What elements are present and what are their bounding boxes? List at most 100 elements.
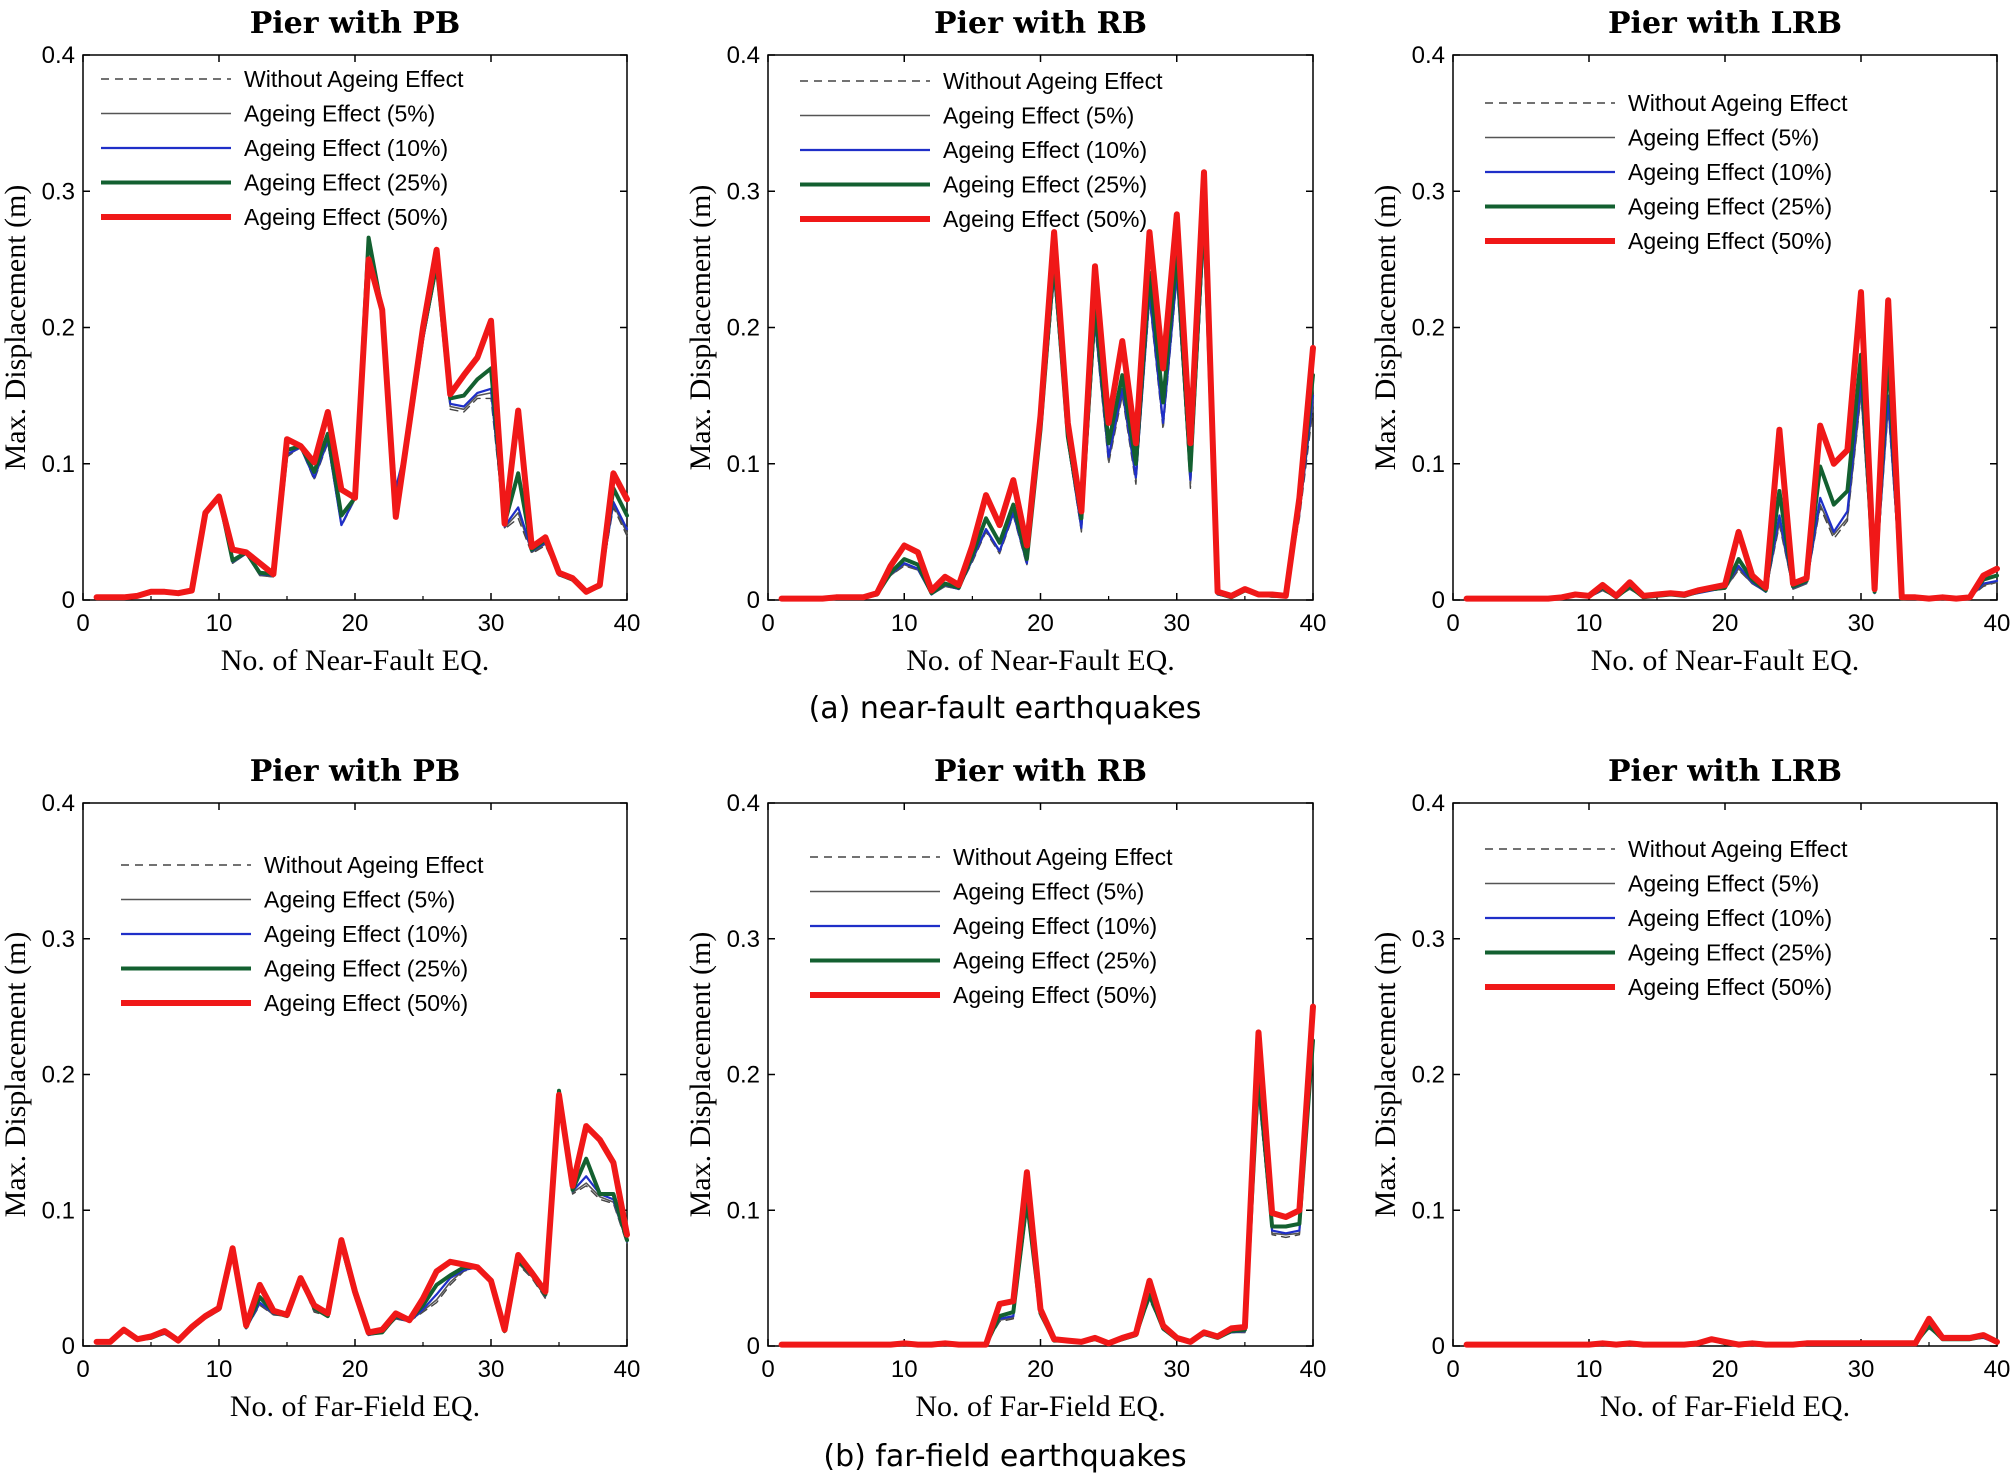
legend-label: Ageing Effect (25%)	[953, 948, 1157, 974]
x-tick-label: 40	[1984, 610, 2011, 637]
series-line-a50	[778, 1003, 1316, 1348]
y-tick-label: 0.2	[1412, 315, 1445, 342]
chart-title: Pier with LRB	[1608, 6, 1842, 41]
x-tick-label: 20	[1712, 1356, 1739, 1383]
chart-title: Pier with RB	[934, 754, 1147, 789]
legend-label: Ageing Effect (5%)	[264, 887, 455, 913]
y-axis-label: Max. Displacement (m)	[684, 185, 717, 471]
chart-title: Pier with PB	[250, 754, 461, 789]
legend-label: Ageing Effect (10%)	[943, 137, 1147, 163]
chart-title: Pier with PB	[250, 6, 461, 41]
y-tick-label: 0.3	[1412, 178, 1445, 205]
legend-label: Ageing Effect (10%)	[1628, 159, 1832, 185]
y-tick-label: 0.2	[727, 1062, 760, 1089]
x-tick-label: 40	[614, 1356, 641, 1383]
x-tick-label: 30	[1848, 1356, 1875, 1383]
x-tick-label: 0	[761, 1356, 774, 1383]
x-axis-label: No. of Near-Fault EQ.	[906, 644, 1175, 677]
y-tick-label: 0	[1432, 1333, 1445, 1360]
legend-label: Without Ageing Effect	[1628, 90, 1848, 116]
x-tick-label: 10	[206, 610, 233, 637]
y-tick-label: 0.4	[42, 790, 75, 817]
legend-label: Ageing Effect (50%)	[244, 204, 448, 230]
chart-panel-2: Pier with RB No. of Near-Fault EQ. Max. Di…	[684, 6, 1326, 677]
legend-label: Without Ageing Effect	[264, 852, 484, 878]
chart-title: Pier with LRB	[1608, 754, 1842, 789]
series-line-a50	[1463, 1315, 2000, 1348]
y-tick-label: 0.4	[727, 42, 760, 69]
y-tick-label: 0.4	[1412, 790, 1445, 817]
x-axis-label: No. of Far-Field EQ.	[230, 1390, 480, 1423]
legend-label: Without Ageing Effect	[943, 68, 1163, 94]
y-tick-label: 0	[747, 587, 760, 614]
y-tick-label: 0.4	[42, 42, 75, 69]
y-tick-label: 0.2	[727, 315, 760, 342]
y-tick-label: 0.1	[727, 451, 760, 478]
legend-label: Ageing Effect (10%)	[264, 921, 468, 947]
legend-label: Ageing Effect (5%)	[953, 879, 1144, 905]
y-tick-label: 0.3	[1412, 926, 1445, 953]
y-tick-label: 0	[1432, 587, 1445, 614]
y-tick-label: 0.3	[42, 178, 75, 205]
legend-label: Without Ageing Effect	[244, 66, 464, 92]
series-line-without	[780, 1046, 1314, 1346]
y-tick-label: 0.1	[727, 1197, 760, 1224]
x-tick-label: 0	[76, 610, 89, 637]
x-tick-label: 30	[1163, 1356, 1190, 1383]
x-tick-label: 0	[76, 1356, 89, 1383]
x-tick-label: 10	[1576, 1356, 1603, 1383]
legend: Without Ageing Effect Ageing Effect (5%) A…	[810, 844, 1173, 1008]
y-tick-label: 0.2	[1412, 1062, 1445, 1089]
y-tick-label: 0.2	[42, 1062, 75, 1089]
caption-far-field: (b) far-field earthquakes	[823, 1439, 1186, 1474]
series-line-a25	[779, 1038, 1315, 1347]
y-axis-label: Max. Displacement (m)	[1369, 932, 1402, 1218]
x-tick-label: 20	[1712, 610, 1739, 637]
legend-label: Ageing Effect (25%)	[943, 172, 1147, 198]
x-tick-label: 30	[478, 610, 505, 637]
x-tick-label: 40	[614, 610, 641, 637]
legend-label: Ageing Effect (25%)	[1628, 194, 1832, 220]
legend-label: Ageing Effect (5%)	[1628, 125, 1819, 151]
x-tick-label: 40	[1300, 610, 1327, 637]
legend-label: Ageing Effect (10%)	[244, 135, 448, 161]
legend-label: Without Ageing Effect	[1628, 836, 1848, 862]
y-axis-label: Max. Displacement (m)	[0, 185, 32, 471]
legend-label: Ageing Effect (25%)	[264, 956, 468, 982]
caption-near-fault: (a) near-fault earthquakes	[809, 691, 1202, 726]
x-axis-label: No. of Near-Fault EQ.	[1591, 644, 1860, 677]
x-tick-label: 20	[1027, 1356, 1054, 1383]
y-tick-label: 0.3	[727, 926, 760, 953]
legend: Without Ageing Effect Ageing Effect (5%) A…	[101, 66, 464, 230]
x-tick-label: 40	[1984, 1356, 2011, 1383]
legend-label: Ageing Effect (50%)	[264, 990, 468, 1016]
legend: Without Ageing Effect Ageing Effect (5%) A…	[1485, 836, 1848, 1000]
y-tick-label: 0.3	[727, 178, 760, 205]
legend-label: Ageing Effect (5%)	[1628, 871, 1819, 897]
y-tick-label: 0.4	[1412, 42, 1445, 69]
y-tick-label: 0.1	[42, 1197, 75, 1224]
legend-label: Ageing Effect (50%)	[1628, 974, 1832, 1000]
x-tick-label: 30	[1163, 610, 1190, 637]
chart-panel-3: Pier with LRB No. of Near-Fault EQ. Max. D…	[1369, 6, 2010, 677]
x-tick-label: 20	[342, 1356, 369, 1383]
x-tick-label: 0	[1446, 610, 1459, 637]
y-axis-label: Max. Displacement (m)	[0, 932, 32, 1218]
y-tick-label: 0.3	[42, 926, 75, 953]
legend-label: Without Ageing Effect	[953, 844, 1173, 870]
x-tick-label: 10	[1576, 610, 1603, 637]
series-line-a50	[93, 246, 630, 601]
x-axis-label: No. of Far-Field EQ.	[915, 1390, 1165, 1423]
legend-label: Ageing Effect (25%)	[244, 170, 448, 196]
series-line-a50	[1463, 289, 2000, 602]
x-axis-label: No. of Far-Field EQ.	[1600, 1390, 1850, 1423]
legend: Without Ageing Effect Ageing Effect (5%) A…	[121, 852, 484, 1016]
chart-panel-1: Pier with PB No. of Near-Fault EQ. Max. Di…	[0, 6, 640, 677]
x-tick-label: 10	[891, 1356, 918, 1383]
x-tick-label: 10	[891, 610, 918, 637]
y-tick-label: 0.1	[1412, 1197, 1445, 1224]
legend-label: Ageing Effect (25%)	[1628, 940, 1832, 966]
chart-panel-6: Pier with LRB No. of Far-Field EQ. Max. Di…	[1369, 754, 2010, 1423]
legend-label: Ageing Effect (50%)	[953, 982, 1157, 1008]
